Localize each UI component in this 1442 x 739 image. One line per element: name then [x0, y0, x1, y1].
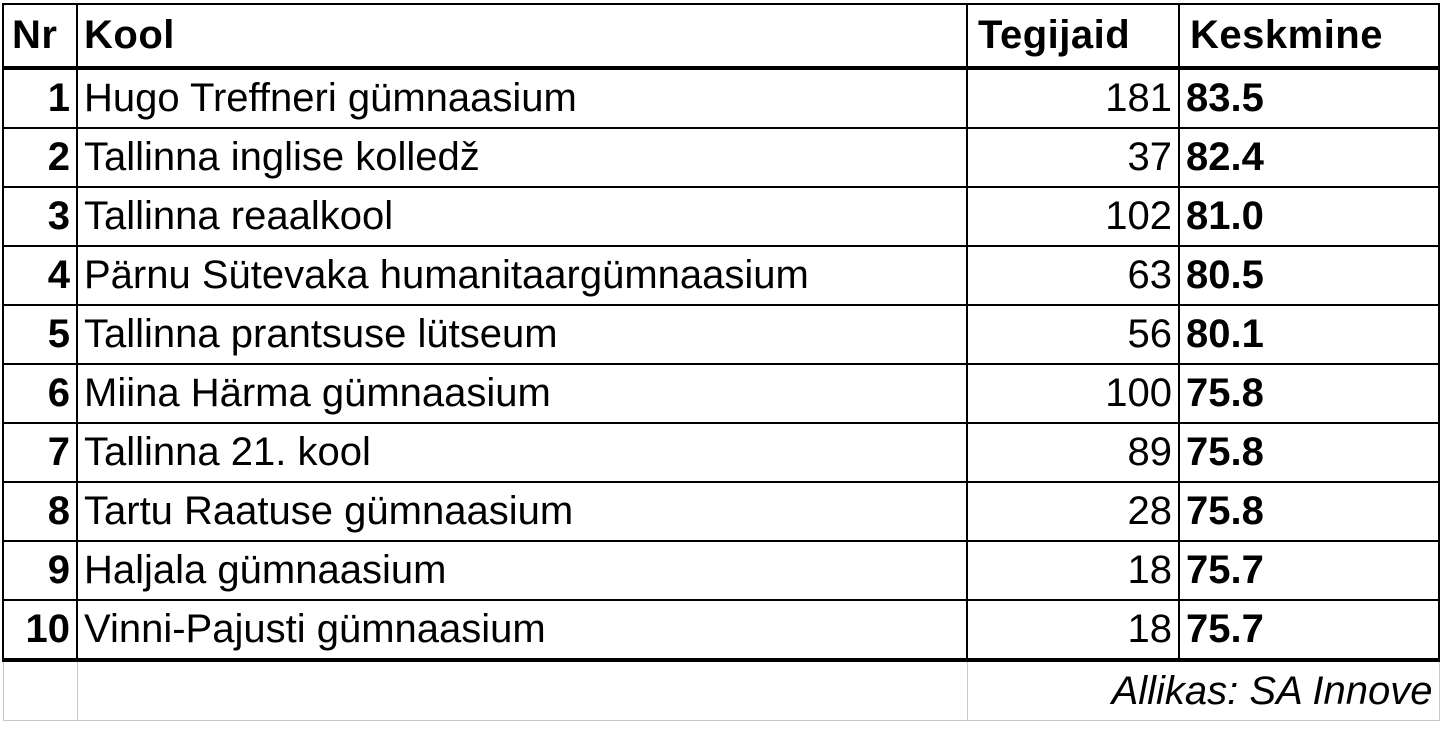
- header-tegijaid: Tegijaid: [966, 3, 1180, 70]
- table-row: 1 Hugo Treffneri gümnaasium 181 83.5: [2, 67, 1440, 129]
- table-row: 9 Haljala gümnaasium 18 75.7: [2, 540, 1440, 601]
- cell-keskmine: 81.0: [1178, 186, 1440, 247]
- cell-keskmine: 80.5: [1178, 245, 1440, 306]
- table-row: 2 Tallinna inglise kolledž 37 82.4: [2, 127, 1440, 188]
- source-note: Allikas: SA Innove: [966, 659, 1440, 721]
- cell-kool: Miina Härma gümnaasium: [76, 363, 968, 424]
- cell-tegijaid: 102: [966, 186, 1180, 247]
- cell-tegijaid: 63: [966, 245, 1180, 306]
- cell-keskmine: 75.8: [1178, 481, 1440, 542]
- cell-kool: Tallinna 21. kool: [76, 422, 968, 483]
- footer-row: Allikas: SA Innove: [2, 659, 1440, 721]
- header-nr: Nr: [2, 3, 78, 70]
- header-kool: Kool: [76, 3, 968, 70]
- cell-tegijaid: 181: [966, 67, 1180, 129]
- table-row: 5 Tallinna prantsuse lütseum 56 80.1: [2, 304, 1440, 365]
- cell-kool: Tallinna prantsuse lütseum: [76, 304, 968, 365]
- cell-kool: Pärnu Sütevaka humanitaargümnaasium: [76, 245, 968, 306]
- cell-keskmine: 82.4: [1178, 127, 1440, 188]
- table-footer: Allikas: SA Innove: [2, 659, 1440, 721]
- empty-cell: [76, 659, 968, 721]
- cell-nr: 6: [2, 363, 78, 424]
- cell-tegijaid: 18: [966, 540, 1180, 601]
- header-keskmine: Keskmine: [1178, 3, 1440, 70]
- cell-kool: Hugo Treffneri gümnaasium: [76, 67, 968, 129]
- cell-nr: 9: [2, 540, 78, 601]
- cell-tegijaid: 56: [966, 304, 1180, 365]
- cell-kool: Vinni-Pajusti gümnaasium: [76, 599, 968, 662]
- cell-kool: Tallinna reaalkool: [76, 186, 968, 247]
- cell-tegijaid: 28: [966, 481, 1180, 542]
- cell-keskmine: 75.7: [1178, 599, 1440, 662]
- table-row: 7 Tallinna 21. kool 89 75.8: [2, 422, 1440, 483]
- cell-kool: Haljala gümnaasium: [76, 540, 968, 601]
- table-row: 3 Tallinna reaalkool 102 81.0: [2, 186, 1440, 247]
- cell-tegijaid: 37: [966, 127, 1180, 188]
- cell-tegijaid: 100: [966, 363, 1180, 424]
- cell-nr: 3: [2, 186, 78, 247]
- cell-keskmine: 75.7: [1178, 540, 1440, 601]
- cell-keskmine: 83.5: [1178, 67, 1440, 129]
- cell-nr: 2: [2, 127, 78, 188]
- table-row: 8 Tartu Raatuse gümnaasium 28 75.8: [2, 481, 1440, 542]
- cell-tegijaid: 18: [966, 599, 1180, 662]
- cell-kool: Tallinna inglise kolledž: [76, 127, 968, 188]
- table-row: 6 Miina Härma gümnaasium 100 75.8: [2, 363, 1440, 424]
- header-row: Nr Kool Tegijaid Keskmine: [2, 3, 1440, 70]
- cell-nr: 10: [2, 599, 78, 662]
- cell-nr: 5: [2, 304, 78, 365]
- table-header: Nr Kool Tegijaid Keskmine: [2, 3, 1440, 70]
- cell-keskmine: 75.8: [1178, 422, 1440, 483]
- cell-kool: Tartu Raatuse gümnaasium: [76, 481, 968, 542]
- table-row: 4 Pärnu Sütevaka humanitaargümnaasium 63…: [2, 245, 1440, 306]
- cell-keskmine: 75.8: [1178, 363, 1440, 424]
- cell-nr: 1: [2, 67, 78, 129]
- cell-nr: 8: [2, 481, 78, 542]
- cell-nr: 4: [2, 245, 78, 306]
- empty-cell: [2, 659, 78, 721]
- cell-tegijaid: 89: [966, 422, 1180, 483]
- cell-nr: 7: [2, 422, 78, 483]
- spreadsheet-table-container: Nr Kool Tegijaid Keskmine 1 Hugo Treffne…: [2, 3, 1440, 736]
- table-row: 10 Vinni-Pajusti gümnaasium 18 75.7: [2, 599, 1440, 662]
- cell-keskmine: 80.1: [1178, 304, 1440, 365]
- school-ranking-table: Nr Kool Tegijaid Keskmine 1 Hugo Treffne…: [2, 3, 1440, 721]
- table-body: 1 Hugo Treffneri gümnaasium 181 83.5 2 T…: [2, 67, 1440, 662]
